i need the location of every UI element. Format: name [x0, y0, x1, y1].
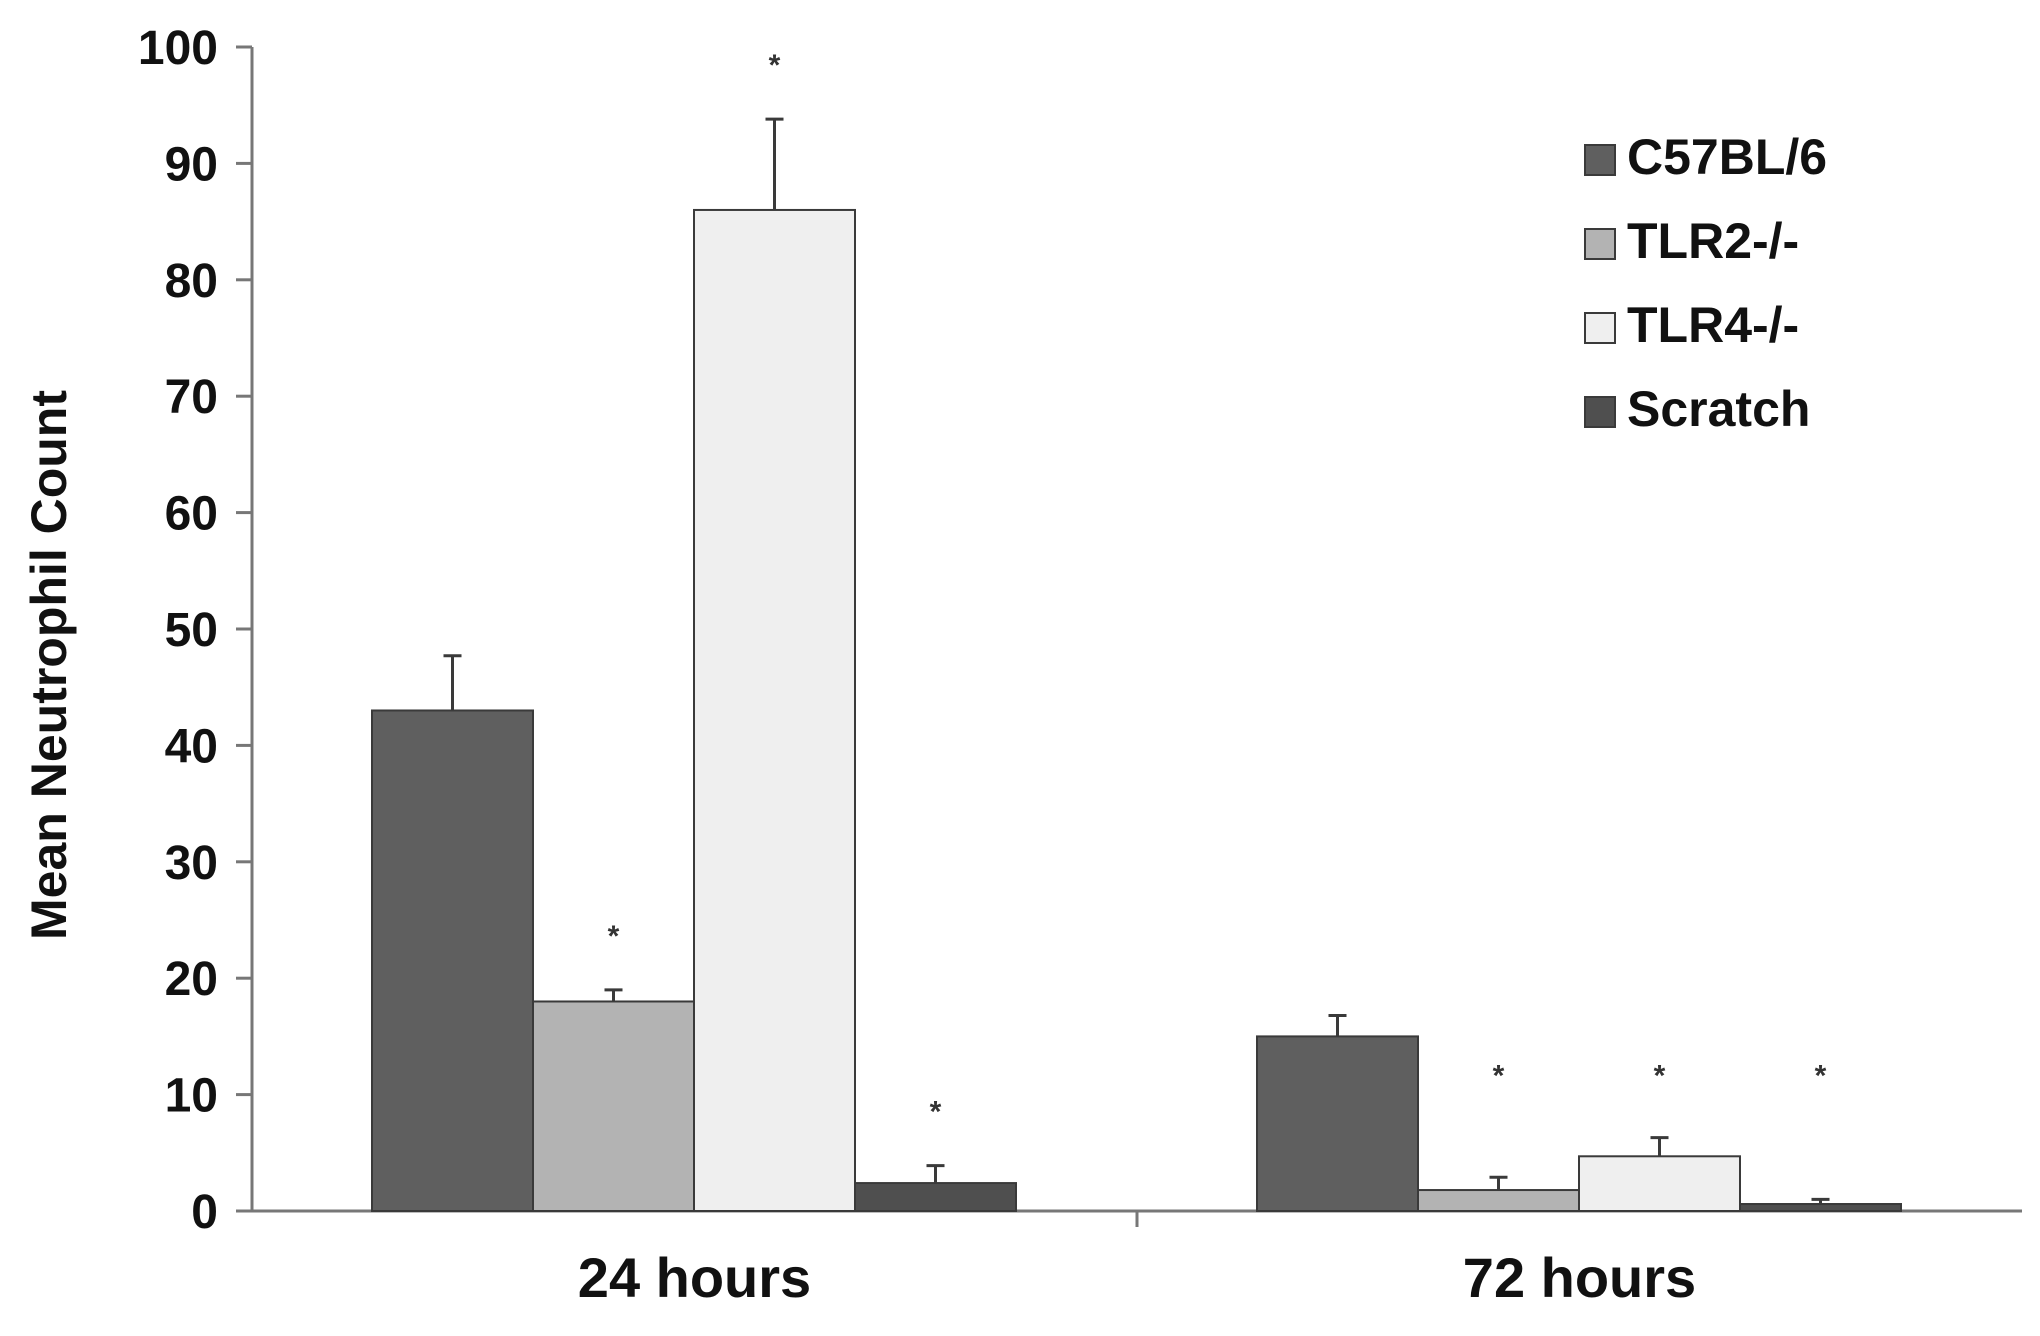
bar — [1739, 1203, 1902, 1212]
y-tick-label: 30 — [165, 837, 218, 890]
significance-marker: * — [1815, 1060, 1827, 1093]
significance-marker: * — [769, 49, 781, 82]
legend-swatch — [1584, 312, 1616, 344]
legend-swatch — [1584, 396, 1616, 428]
significance-marker: * — [930, 1096, 942, 1129]
y-tick-label: 90 — [165, 138, 218, 191]
y-tick-label: 0 — [191, 1186, 218, 1239]
significance-marker: * — [1493, 1060, 1505, 1093]
bar — [1578, 1155, 1741, 1212]
y-tick-label: 100 — [138, 22, 218, 75]
y-tick-label: 70 — [165, 371, 218, 424]
legend-label: TLR4-/- — [1627, 297, 1799, 353]
legend: C57BL/6 TLR2-/- TLR4-/- Scratch — [1584, 129, 1827, 437]
y-tick-label: 60 — [165, 488, 218, 541]
legend-label: TLR2-/- — [1627, 213, 1799, 269]
x-category-label: 72 hours — [1463, 1246, 1696, 1309]
legend-swatch — [1584, 228, 1616, 260]
bar — [1256, 1035, 1419, 1213]
significance-marker: * — [1654, 1060, 1666, 1093]
y-axis-title: Mean Neutrophil Count — [21, 390, 77, 940]
y-tick-label: 20 — [165, 953, 218, 1006]
y-tick-label: 50 — [165, 604, 218, 657]
bar — [693, 208, 856, 1212]
bar — [1417, 1189, 1580, 1212]
bar — [371, 709, 534, 1212]
y-tick-label: 10 — [165, 1070, 218, 1123]
legend-label: Scratch — [1627, 381, 1810, 437]
bar — [532, 1000, 695, 1212]
bar — [854, 1182, 1017, 1212]
legend-label: C57BL/6 — [1627, 129, 1827, 185]
y-tick-label: 80 — [165, 255, 218, 308]
significance-marker: * — [608, 920, 620, 953]
legend-swatch — [1584, 144, 1616, 176]
bars: * * * * * * — [371, 49, 1902, 1213]
x-category-label: 24 hours — [578, 1246, 811, 1309]
y-tick-label: 40 — [165, 720, 218, 773]
